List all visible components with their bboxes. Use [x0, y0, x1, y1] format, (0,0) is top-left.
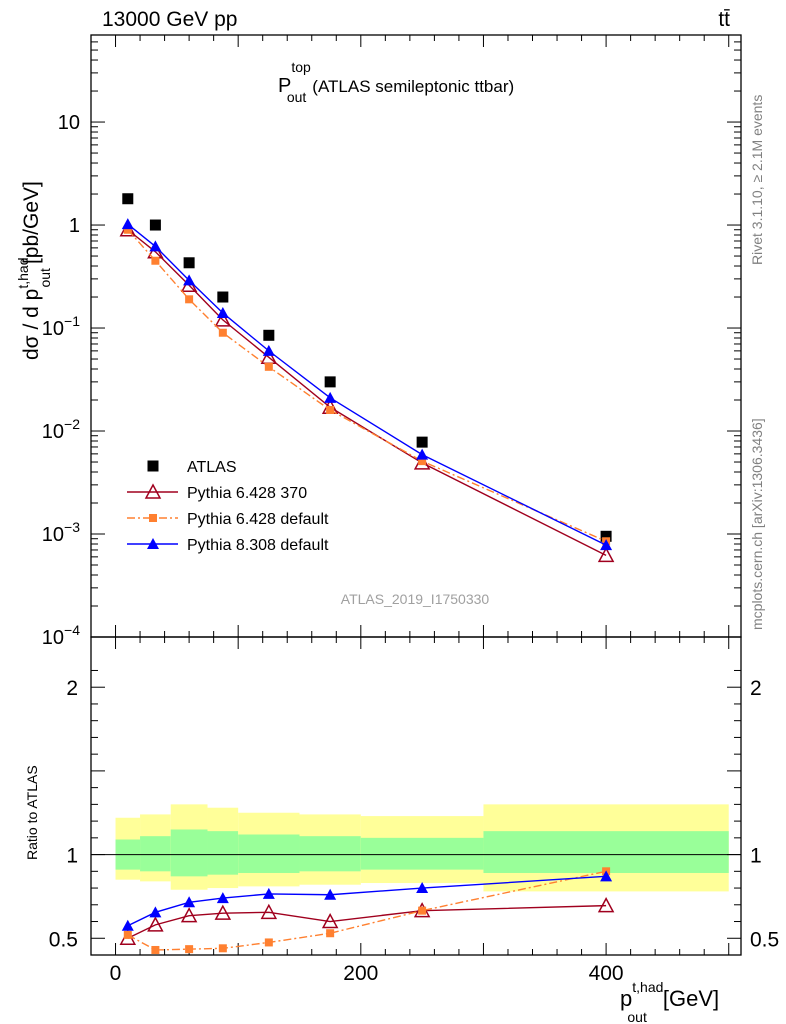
energy-label: 13000 GeV pp [102, 8, 237, 31]
ratio-y-axis-label: Ratio to ATLAS [24, 765, 40, 860]
data-point-py8_default [121, 218, 134, 230]
data-point-atlas [183, 257, 195, 269]
ratio-point-py6_370 [180, 907, 198, 923]
ratio-point-py8_default [216, 892, 229, 904]
data-point-py6_default [218, 328, 227, 337]
data-point-atlas [416, 436, 428, 448]
legend-marker-py8_default [147, 538, 159, 549]
ratio-point-py6_370 [597, 897, 615, 913]
rivet-label: Rivet 3.1.10, ≥ 2.1M events [749, 95, 765, 265]
ratio-point-py6_370 [214, 904, 232, 920]
ratio-line-py8_default [127, 875, 607, 927]
y-tick-label: 1 [69, 215, 80, 237]
ratio-point-py6_370 [260, 903, 278, 920]
ratio-point-py6_default [185, 945, 194, 954]
ratio-point-py8_default [149, 906, 162, 918]
ratio-line-py6_370 [127, 904, 607, 939]
ratio-tick-label: 0.5 [49, 928, 78, 951]
data-point-py6_default [123, 225, 132, 234]
plot-frames [90, 34, 742, 956]
ratio-point-py8_default [183, 896, 196, 908]
data-point-atlas [324, 376, 336, 388]
legend-marker-atlas [147, 460, 159, 472]
main-line-py6_370 [127, 229, 607, 557]
chart-title: Ptop out(ATLAS semileptonic ttbar) [278, 59, 514, 105]
ratio-tick-label: 2 [66, 677, 78, 700]
ratio-point-py6_370 [147, 916, 164, 932]
legend-marker-py6_370 [144, 483, 162, 499]
y-tick-label: 10−4 [42, 622, 80, 649]
data-point-py8_default [149, 240, 162, 252]
x-tick-label: 0 [110, 962, 122, 985]
ratio-point-py8_default [121, 919, 134, 931]
data-point-py6_default [264, 362, 273, 371]
data-point-py6_370 [597, 546, 615, 563]
ratio-point-py8_default [324, 888, 337, 900]
data-point-py6_370 [214, 311, 232, 327]
band-inner-4 [238, 834, 300, 873]
ratio-point-py8_default [600, 870, 613, 882]
band-inner-3 [207, 831, 239, 875]
data-point-atlas [122, 193, 134, 205]
main-line-py6_default [127, 229, 607, 542]
band-inner-5 [299, 836, 361, 872]
ratio-tick-label-right: 2 [750, 677, 762, 700]
ratio-frame [90, 636, 742, 956]
ratio-point-py6_default [218, 944, 227, 953]
ratio-tick-label-right: 1 [750, 845, 762, 868]
process-label: tt̄ [718, 8, 730, 31]
legend-label-atlas: ATLAS [187, 459, 237, 476]
ratio-bands [115, 804, 729, 892]
data-point-py6_default [418, 457, 427, 466]
data-series [119, 193, 615, 954]
ratio-tick-label: 1 [66, 845, 78, 868]
ratio-point-py6_370 [321, 912, 339, 929]
y-tick-label: 10−1 [42, 313, 80, 340]
data-point-atlas [217, 291, 229, 303]
ratio-tick-label-right: 0.5 [750, 928, 779, 951]
x-tick-label: 400 [589, 962, 624, 985]
data-point-atlas [600, 530, 612, 542]
legend-label-py6_default: Pythia 6.428 default [187, 511, 329, 528]
analysis-watermark: ATLAS_2019_I1750330 [341, 591, 490, 607]
band-inner-2 [170, 829, 208, 877]
band-inner-6 [360, 837, 484, 870]
data-point-atlas [149, 219, 161, 231]
y-axis-label: dσ / d pt,had out[pb/GeV] [15, 181, 53, 360]
data-point-py8_default [324, 391, 337, 403]
x-tick-label: 200 [343, 962, 378, 985]
data-point-py6_default [151, 256, 160, 265]
ratio-point-py8_default [416, 882, 429, 894]
y-tick-label: 10−2 [42, 416, 80, 443]
data-point-py8_default [183, 274, 196, 286]
band-inner-1 [140, 836, 171, 872]
y-tick-label: 10−3 [42, 519, 80, 546]
ratio-point-py6_default [264, 938, 273, 947]
y-tick-label: 10 [58, 112, 80, 134]
x-axis-label: pt,had out[GeV] [620, 979, 719, 1024]
ratio-point-py6_default [151, 945, 160, 954]
legend: ATLAS Pythia 6.428 370 Pythia 6.428 defaul… [127, 459, 329, 554]
data-point-py8_default [262, 344, 275, 356]
legend-label-py8_default: Pythia 8.308 default [187, 537, 329, 554]
band-inner-7 [483, 831, 729, 873]
ratio-point-py6_default [123, 930, 132, 939]
data-point-atlas [263, 329, 275, 341]
ratio-point-py6_default [326, 929, 335, 938]
data-point-py8_default [416, 448, 429, 460]
mcplots-label: mcplots.cern.ch [arXiv:1306.3436] [749, 418, 765, 630]
data-point-py8_default [600, 539, 613, 551]
ratio-point-py6_default [418, 906, 427, 915]
data-point-py8_default [216, 306, 229, 318]
data-point-py6_default [185, 295, 194, 304]
legend-label-py6_370: Pythia 6.428 370 [187, 485, 307, 502]
legend-marker-py6_default [149, 514, 157, 522]
ratio-point-py8_default [262, 887, 275, 899]
ratio-line-py6_default [127, 870, 607, 951]
data-point-py6_default [326, 405, 335, 414]
main-line-py8_default [127, 223, 607, 546]
axis-ticks: 0 200 400 10 1 10−1 10−2 10−3 10−4 0.5 0.5 1 1 2 2 [42, 34, 779, 985]
